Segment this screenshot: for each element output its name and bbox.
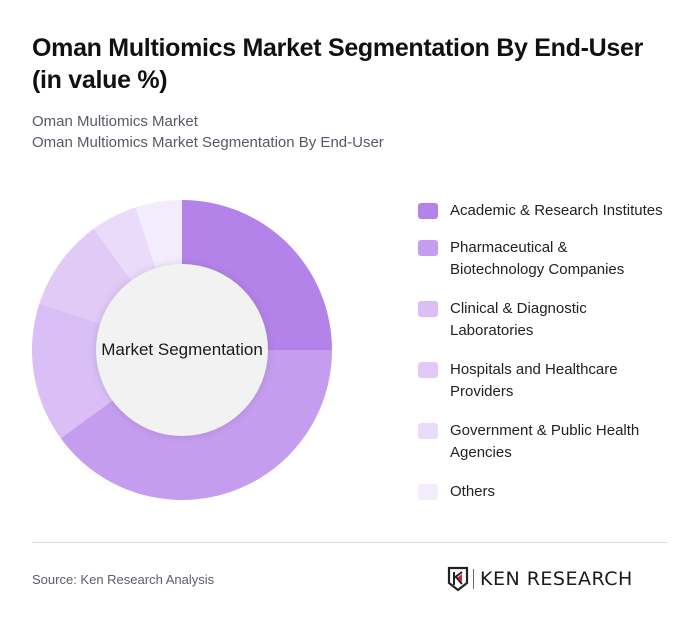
donut-center bbox=[96, 264, 268, 436]
legend-label: Others bbox=[450, 483, 496, 500]
footer-divider bbox=[32, 542, 668, 543]
legend-label: Government & Public Health Agencies bbox=[450, 422, 640, 461]
legend-swatch bbox=[418, 203, 438, 219]
ken-shield-icon bbox=[447, 566, 469, 592]
subtitle-market: Oman Multiomics Market bbox=[32, 113, 198, 130]
center-label: Market Segmentation bbox=[101, 340, 263, 359]
chart-title: Oman Multiomics Market Segmentation By E… bbox=[32, 34, 644, 94]
subtitle-segmentation: Oman Multiomics Market Segmentation By E… bbox=[32, 134, 384, 151]
legend-item-hospitals: Hospitals and Healthcare Providers bbox=[418, 359, 640, 403]
legend-label: Clinical & Diagnostic Laboratories bbox=[450, 300, 587, 339]
legend-label: Academic & Research Institutes bbox=[450, 202, 663, 219]
legend-label: Pharmaceutical & Biotechnology Companies bbox=[450, 239, 625, 278]
legend-swatch bbox=[418, 362, 438, 378]
donut-chart bbox=[32, 200, 332, 500]
legend-swatch bbox=[418, 301, 438, 317]
ken-research-logo: KEN RESEARCH bbox=[447, 566, 633, 592]
source-note: Source: Ken Research Analysis bbox=[32, 572, 215, 587]
legend-item-others: Others bbox=[418, 481, 680, 503]
legend-swatch bbox=[418, 484, 438, 500]
legend-item-government: Government & Public Health Agencies bbox=[418, 420, 660, 464]
logo-divider bbox=[473, 569, 474, 589]
legend-swatch bbox=[418, 423, 438, 439]
legend-label: Hospitals and Healthcare Providers bbox=[450, 361, 618, 400]
legend-item-pharma: Pharmaceutical & Biotechnology Companies bbox=[418, 237, 640, 281]
legend-item-academic: Academic & Research Institutes bbox=[418, 200, 680, 222]
legend-swatch bbox=[418, 240, 438, 256]
logo-text: KEN RESEARCH bbox=[480, 568, 633, 590]
legend-item-clinical: Clinical & Diagnostic Laboratories bbox=[418, 298, 610, 342]
